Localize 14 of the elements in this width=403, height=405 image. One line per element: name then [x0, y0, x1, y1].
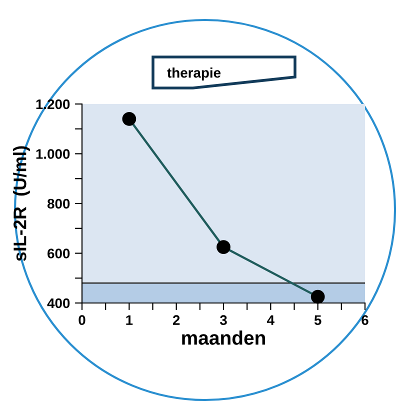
x-tick-label: 4: [267, 315, 274, 325]
y-tick-label: 800: [47, 198, 70, 209]
x-tick-label: 1: [126, 315, 133, 325]
x-tick-label: 6: [362, 315, 368, 326]
x-tick-label: 2: [172, 315, 180, 325]
y-axis-title: sIL-2R (U/ml): [13, 146, 30, 262]
y-tick-label: 1.000: [36, 149, 70, 159]
y-tick-label: 600: [48, 248, 70, 258]
x-tick-label: 0: [78, 315, 86, 326]
x-axis-title: maanden: [182, 330, 265, 345]
y-tick-label: 400: [47, 298, 70, 308]
x-tick-label: 5: [314, 315, 322, 326]
x-tick-label: 3: [220, 315, 227, 326]
text: therapie: [167, 68, 221, 80]
